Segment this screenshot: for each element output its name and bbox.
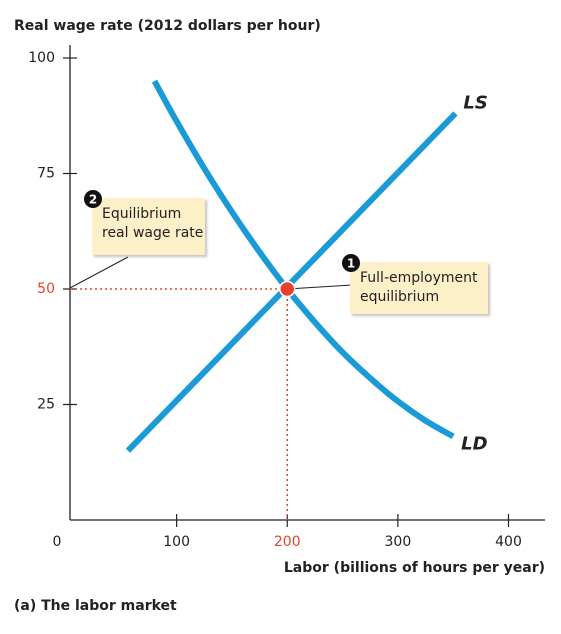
x-tick-label: 300: [385, 534, 412, 550]
annotation-text: equilibrium: [360, 289, 439, 305]
x-tick-label: 100: [163, 534, 190, 550]
annotation-text: Full-employment: [360, 270, 478, 286]
annotation-box: [350, 262, 488, 314]
y-tick-label: 100: [28, 50, 55, 66]
x-tick-label: 400: [495, 534, 522, 550]
x-axis-label: Labor (billions of hours per year): [284, 560, 545, 576]
annotation-text: Equilibrium: [102, 206, 181, 222]
annotation-badge: [84, 190, 102, 208]
curve: [151, 79, 455, 439]
curve-label: LS: [463, 92, 487, 113]
annotation-number: 2: [89, 193, 97, 207]
curve-label: LD: [461, 433, 487, 454]
leader-line: [69, 256, 129, 289]
equilibrium-point: [278, 280, 296, 298]
annotation-badge: [342, 254, 360, 272]
caption: (a) The labor market: [14, 598, 177, 614]
y-tick-label: 75: [37, 166, 55, 182]
y-tick-label: 50: [37, 281, 55, 297]
annotation-box: [92, 198, 205, 255]
leader-line: [287, 284, 353, 290]
annotation-number: 1: [347, 257, 355, 271]
x-tick-label: 0: [53, 534, 62, 550]
annotation-text: real wage rate: [102, 225, 203, 241]
y-tick-label: 25: [37, 397, 55, 413]
chart-title: Real wage rate (2012 dollars per hour): [14, 18, 321, 34]
x-tick-label: 200: [274, 534, 301, 550]
